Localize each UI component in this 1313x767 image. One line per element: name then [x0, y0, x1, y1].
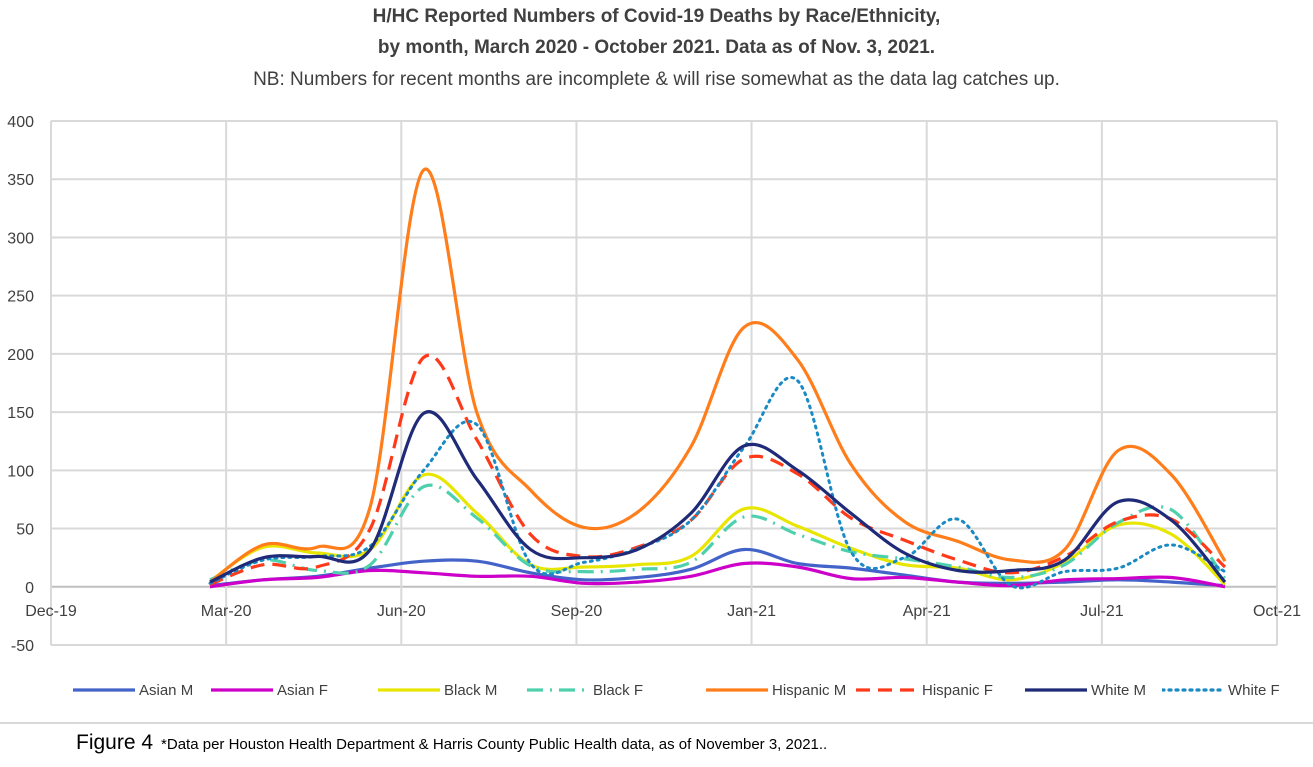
y-tick-label: 100	[7, 463, 34, 480]
legend-swatch	[1162, 688, 1224, 692]
legend-item: Hispanic M	[706, 680, 846, 700]
y-tick-label: 400	[7, 114, 34, 131]
series-line-hispanic-m	[209, 167, 1227, 584]
x-tick-label: Apr-21	[903, 603, 951, 620]
legend-item: Hispanic F	[856, 680, 993, 700]
divider	[0, 722, 1313, 724]
chart-title-line2: by month, March 2020 - October 2021. Dat…	[377, 37, 936, 58]
legend-item: Asian F	[211, 680, 328, 700]
series-line-white-f	[208, 376, 1227, 590]
x-tick-label: Dec-19	[25, 603, 77, 620]
legend-swatch	[1025, 688, 1087, 692]
y-tick-label: -50	[11, 638, 34, 655]
legend-swatch	[706, 688, 768, 692]
series-line-asian-m	[209, 547, 1226, 588]
legend-item: White M	[1025, 680, 1146, 700]
x-tick-label: Jun-20	[377, 603, 426, 620]
series-line-white-m	[209, 410, 1227, 584]
series-line-black-m	[209, 472, 1227, 586]
legend-swatch	[527, 688, 589, 692]
x-axis-labels: Dec-19 Mar-20 Jun-20 Sep-20 Jan-21 Apr-21 Jul-…	[25, 603, 1301, 620]
x-tick-label: Mar-20	[201, 603, 252, 620]
y-tick-label: 0	[25, 580, 34, 597]
y-tick-label: 250	[7, 289, 34, 306]
legend-label: Black M	[444, 681, 498, 699]
legend-swatch	[378, 688, 440, 692]
legend-swatch	[73, 688, 135, 692]
x-tick-label: Jan-21	[727, 603, 776, 620]
legend-label: White M	[1091, 681, 1147, 699]
legend-item: White F	[1162, 680, 1280, 700]
y-tick-label: 50	[16, 522, 34, 539]
y-axis-labels: 400 350 300 250 200 150 100 50 0 -50	[7, 114, 34, 655]
series-lines	[208, 167, 1227, 590]
x-tick-label: Sep-20	[551, 603, 603, 620]
legend-label: White F	[1228, 681, 1280, 699]
x-tick-label: Oct-21	[1253, 603, 1301, 620]
figure-label: Figure 4	[76, 731, 154, 754]
gridlines	[50, 120, 1278, 646]
series-line-hispanic-f	[209, 353, 1227, 586]
x-tick-label: Jul-21	[1080, 603, 1124, 620]
legend-swatch	[211, 688, 273, 692]
legend-label: Hispanic F	[922, 681, 993, 699]
y-tick-label: 200	[7, 347, 34, 364]
legend-label: Asian F	[277, 681, 328, 699]
series-line-asian-f	[209, 561, 1226, 589]
series-line-black-f	[209, 483, 1227, 582]
legend-item: Asian M	[73, 680, 193, 700]
legend-item: Black F	[527, 680, 643, 700]
legend-label: Black F	[593, 681, 644, 699]
y-tick-label: 150	[7, 405, 34, 422]
legend: Asian M Asian F Black M Black F Hispanic M Hi…	[0, 680, 1313, 700]
y-tick-label: 300	[7, 230, 34, 247]
legend-label: Asian M	[139, 681, 194, 699]
chart-subtitle: NB: Numbers for recent months are incomp…	[253, 69, 1060, 90]
y-tick-label: 350	[7, 172, 34, 189]
legend-item: Black M	[378, 680, 497, 700]
legend-label: Hispanic M	[772, 681, 847, 699]
chart-title: H/HC Reported Numbers of Covid-19 Deaths…	[372, 6, 941, 27]
figure-note: *Data per Houston Health Department & Ha…	[161, 736, 828, 753]
legend-swatch	[856, 688, 918, 692]
figure-caption: Figure 4 *Data per Houston Health Departm…	[76, 731, 827, 755]
